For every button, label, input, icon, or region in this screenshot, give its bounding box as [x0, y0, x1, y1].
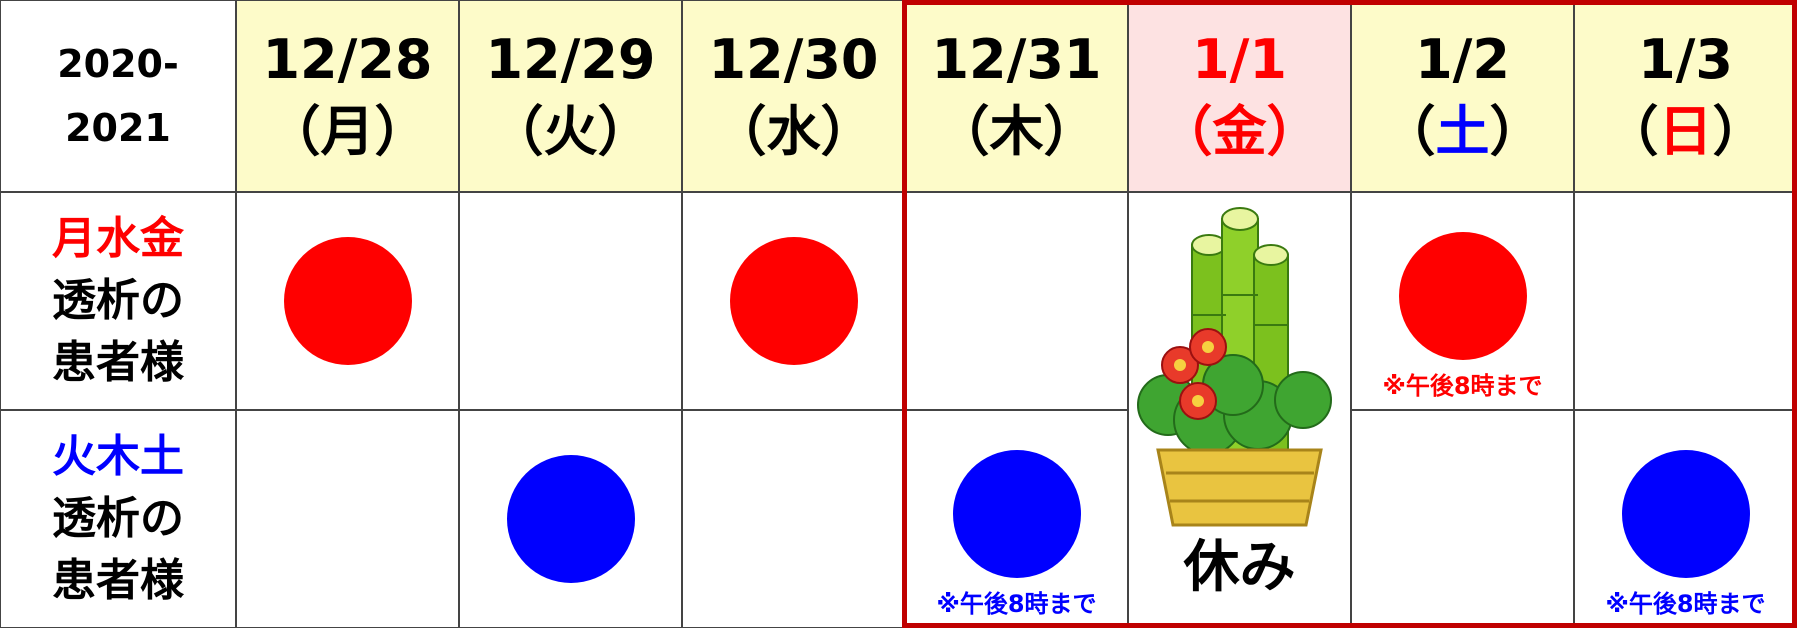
schedule-cell: [1351, 192, 1574, 410]
weekday: （土）: [1381, 100, 1544, 163]
date-header: 1/2 （土）: [1351, 0, 1574, 192]
row-label: 月水金 透析の 患者様: [0, 192, 236, 410]
session-dot: [506, 455, 635, 583]
corner-line: 2021: [65, 106, 171, 150]
label-line: 患者様: [52, 555, 184, 606]
corner-cell: 2020- 2021: [0, 0, 236, 192]
session-dot: [729, 237, 858, 365]
schedule-cell: [682, 410, 905, 628]
holiday-label: 休み: [1183, 535, 1296, 600]
weekday: （金）: [1158, 100, 1321, 163]
session-note: ※午後8時まで: [1382, 372, 1543, 400]
date: 12/28: [262, 28, 433, 91]
label-line: 火木土: [52, 431, 184, 482]
date-header: 12/30 （水）: [682, 0, 905, 192]
session-dot: [952, 450, 1081, 578]
session-note: ※午後8時まで: [1605, 590, 1766, 618]
row-label: 火木土 透析の 患者様: [0, 410, 236, 628]
date-header: 12/29 （火）: [459, 0, 682, 192]
date-header: 1/3 （日）: [1574, 0, 1797, 192]
label-line: 透析の: [52, 493, 184, 544]
date: 12/29: [485, 28, 656, 91]
label-line: 月水金: [52, 213, 184, 264]
highlight-box: [902, 0, 1797, 628]
session-dot: [283, 237, 412, 365]
corner-line: 2020-: [57, 42, 179, 86]
date: 12/31: [931, 28, 1102, 91]
date: 1/2: [1415, 28, 1510, 91]
weekday: （月）: [266, 100, 429, 163]
label-line: 患者様: [52, 337, 184, 388]
weekday: （木）: [935, 100, 1098, 163]
date: 1/1: [1192, 28, 1287, 91]
date: 1/3: [1638, 28, 1733, 91]
label-line: 透析の: [52, 275, 184, 326]
schedule-cell: [236, 192, 459, 410]
schedule-cell: [236, 410, 459, 628]
weekday: （火）: [489, 100, 652, 163]
schedule-cell: [459, 192, 682, 410]
kadomatsu-icon: [1137, 207, 1332, 527]
weekday: （水）: [712, 100, 875, 163]
date-header: 12/28 （月）: [236, 0, 459, 192]
session-note: ※午後8時まで: [936, 590, 1097, 618]
date-header: 1/1 （金）: [1128, 0, 1351, 192]
date-header: 12/31 （木）: [905, 0, 1128, 192]
date: 12/30: [708, 28, 879, 91]
session-dot: [1621, 450, 1750, 578]
weekday: （日）: [1604, 100, 1767, 163]
session-dot: [1398, 232, 1527, 360]
